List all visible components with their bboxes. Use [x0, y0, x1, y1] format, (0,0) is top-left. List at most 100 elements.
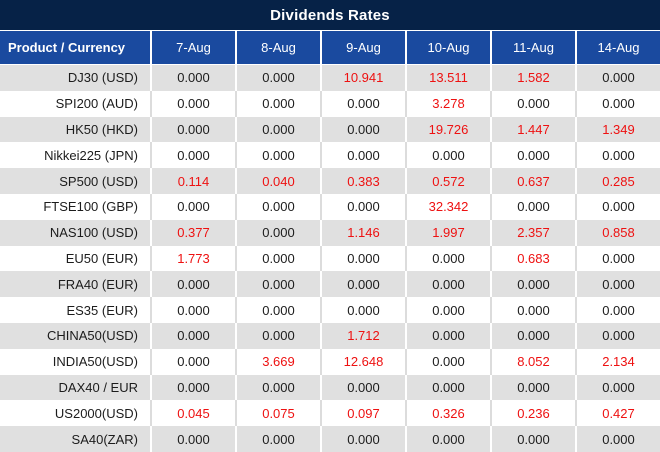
value-cell: 0.000	[235, 426, 320, 452]
value-cell: 1.997	[405, 219, 490, 246]
value-cell: 0.858	[575, 219, 660, 246]
table-header: Product / Currency 7-Aug 8-Aug 9-Aug 10-Aug…	[0, 31, 660, 65]
value-cell: 0.000	[235, 245, 320, 272]
value-cell: 2.134	[575, 348, 660, 375]
table-row: FTSE100 (GBP) 0.000 0.000 0.000 32.342 0.000 0…	[0, 193, 660, 220]
value-cell: 0.000	[575, 374, 660, 401]
value-cell: 2.357	[490, 219, 575, 246]
product-cell: US2000(USD)	[0, 400, 150, 427]
value-cell: 0.000	[405, 245, 490, 272]
value-cell: 0.000	[150, 142, 235, 169]
value-cell: 0.000	[150, 297, 235, 323]
product-cell: FRA40 (EUR)	[0, 271, 150, 298]
value-cell: 0.000	[320, 426, 405, 452]
value-cell: 0.000	[490, 426, 575, 452]
value-cell: 0.000	[405, 297, 490, 323]
product-cell: EU50 (EUR)	[0, 245, 150, 272]
value-cell: 0.040	[235, 168, 320, 194]
table-row: EU50 (EUR) 1.773 0.000 0.000 0.000 0.683 0.000	[0, 245, 660, 272]
title-bar: Dividends Rates	[0, 0, 660, 31]
value-cell: 0.000	[575, 297, 660, 323]
value-cell: 0.000	[320, 116, 405, 143]
value-cell: 0.000	[575, 193, 660, 220]
value-cell: 0.000	[235, 271, 320, 298]
value-cell: 0.000	[150, 426, 235, 452]
date-column-header: 8-Aug	[235, 31, 320, 65]
table-row: US2000(USD) 0.045 0.075 0.097 0.326 0.236 0.42…	[0, 400, 660, 427]
value-cell: 0.000	[150, 322, 235, 349]
value-cell: 0.097	[320, 400, 405, 427]
product-cell: DJ30 (USD)	[0, 65, 150, 91]
value-cell: 0.383	[320, 168, 405, 194]
value-cell: 0.000	[575, 245, 660, 272]
value-cell: 0.000	[235, 193, 320, 220]
value-cell: 1.773	[150, 245, 235, 272]
value-cell: 0.000	[235, 142, 320, 169]
table-body: DJ30 (USD) 0.000 0.000 10.941 13.511 1.582 0.0…	[0, 65, 660, 452]
value-cell: 0.000	[575, 90, 660, 117]
value-cell: 1.349	[575, 116, 660, 143]
value-cell: 13.511	[405, 65, 490, 91]
value-cell: 0.000	[405, 322, 490, 349]
date-column-header: 7-Aug	[150, 31, 235, 65]
date-column-header: 11-Aug	[490, 31, 575, 65]
value-cell: 1.447	[490, 116, 575, 143]
value-cell: 8.052	[490, 348, 575, 375]
value-cell: 0.000	[150, 116, 235, 143]
value-cell: 0.000	[490, 193, 575, 220]
value-cell: 0.000	[405, 142, 490, 169]
value-cell: 0.236	[490, 400, 575, 427]
product-cell: HK50 (HKD)	[0, 116, 150, 143]
value-cell: 0.000	[150, 271, 235, 298]
date-column-header: 14-Aug	[575, 31, 660, 65]
product-cell: SP500 (USD)	[0, 168, 150, 194]
value-cell: 0.000	[235, 322, 320, 349]
value-cell: 0.000	[320, 142, 405, 169]
value-cell: 0.000	[490, 374, 575, 401]
product-cell: NAS100 (USD)	[0, 219, 150, 246]
value-cell: 0.000	[575, 322, 660, 349]
table-row: Nikkei225 (JPN) 0.000 0.000 0.000 0.000 0.000…	[0, 142, 660, 169]
value-cell: 0.000	[490, 297, 575, 323]
date-column-header: 10-Aug	[405, 31, 490, 65]
value-cell: 0.000	[320, 297, 405, 323]
value-cell: 1.712	[320, 322, 405, 349]
table-row: SPI200 (AUD) 0.000 0.000 0.000 3.278 0.000 0.0…	[0, 90, 660, 117]
value-cell: 0.000	[235, 297, 320, 323]
value-cell: 0.000	[150, 193, 235, 220]
value-cell: 0.683	[490, 245, 575, 272]
value-cell: 0.000	[490, 142, 575, 169]
value-cell: 0.000	[405, 374, 490, 401]
value-cell: 12.648	[320, 348, 405, 375]
value-cell: 0.000	[235, 219, 320, 246]
value-cell: 0.000	[320, 245, 405, 272]
value-cell: 0.000	[150, 374, 235, 401]
value-cell: 0.000	[490, 322, 575, 349]
widget-title: Dividends Rates	[270, 6, 390, 24]
value-cell: 0.000	[235, 65, 320, 91]
value-cell: 0.045	[150, 400, 235, 427]
value-cell: 0.427	[575, 400, 660, 427]
value-cell: 0.000	[405, 426, 490, 452]
table-row: SA40(ZAR) 0.000 0.000 0.000 0.000 0.000 0.000	[0, 426, 660, 452]
value-cell: 0.000	[575, 426, 660, 452]
value-cell: 0.377	[150, 219, 235, 246]
value-cell: 32.342	[405, 193, 490, 220]
value-cell: 0.326	[405, 400, 490, 427]
table-row: DJ30 (USD) 0.000 0.000 10.941 13.511 1.582 0.0…	[0, 65, 660, 91]
product-cell: DAX40 / EUR	[0, 374, 150, 401]
table-row: INDIA50(USD) 0.000 3.669 12.648 0.000 8.052 2.…	[0, 348, 660, 375]
value-cell: 0.000	[150, 348, 235, 375]
table-row: FRA40 (EUR) 0.000 0.000 0.000 0.000 0.000 0.00…	[0, 271, 660, 298]
value-cell: 0.000	[235, 116, 320, 143]
product-cell: INDIA50(USD)	[0, 348, 150, 375]
product-cell: ES35 (EUR)	[0, 297, 150, 323]
value-cell: 0.000	[235, 90, 320, 117]
product-cell: FTSE100 (GBP)	[0, 193, 150, 220]
value-cell: 0.000	[575, 65, 660, 91]
value-cell: 0.075	[235, 400, 320, 427]
dividends-table: Product / Currency 7-Aug 8-Aug 9-Aug 10-Aug…	[0, 31, 660, 452]
value-cell: 0.637	[490, 168, 575, 194]
product-cell: CHINA50(USD)	[0, 322, 150, 349]
